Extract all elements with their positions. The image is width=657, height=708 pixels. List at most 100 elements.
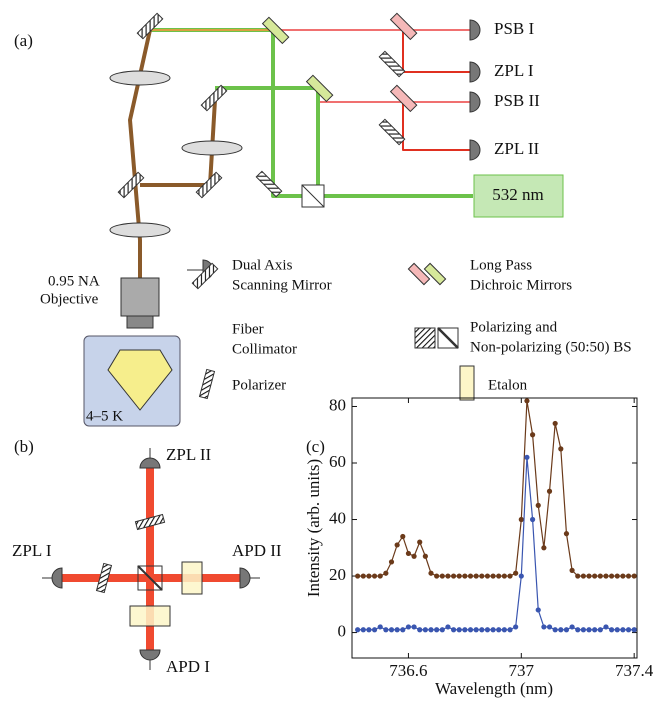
data-point xyxy=(394,542,400,548)
output-label: ZPL I xyxy=(494,61,534,80)
detector-label: ZPL II xyxy=(166,445,212,464)
data-point xyxy=(388,627,395,633)
data-point xyxy=(462,573,468,579)
y-tick-label: 40 xyxy=(329,508,346,527)
detector-label: APD II xyxy=(232,541,282,560)
x-axis-label: Wavelength (nm) xyxy=(435,679,553,698)
data-point xyxy=(614,627,620,633)
legend-text: Polarizer xyxy=(232,377,286,393)
output-label: PSB I xyxy=(494,19,534,38)
data-point xyxy=(513,624,519,630)
data-point xyxy=(496,627,502,633)
data-point xyxy=(355,573,361,579)
interferometer xyxy=(42,448,260,670)
data-point xyxy=(473,627,479,633)
data-point xyxy=(366,627,372,633)
data-point xyxy=(422,627,428,633)
x-tick-label: 737 xyxy=(509,661,535,680)
data-point xyxy=(575,573,581,579)
plot: 736.6 737 737.4 0 20 40 60 80 xyxy=(329,395,654,680)
data-point xyxy=(383,627,389,633)
data-point xyxy=(394,627,400,633)
data-point xyxy=(400,627,406,633)
data-point xyxy=(552,420,558,427)
data-point xyxy=(625,573,632,579)
legend-text: Etalon xyxy=(488,377,528,393)
data-point xyxy=(620,573,626,579)
data-point xyxy=(405,624,412,630)
data-point xyxy=(450,627,457,633)
y-tick-label: 20 xyxy=(329,565,346,584)
data-point xyxy=(360,573,366,579)
data-point xyxy=(456,627,462,633)
data-point xyxy=(377,573,383,579)
data-point xyxy=(428,570,434,576)
panel-label: (b) xyxy=(14,437,34,456)
data-point xyxy=(518,573,524,579)
data-point xyxy=(631,573,637,579)
temperature-label: 4–5 K xyxy=(86,408,123,424)
data-point xyxy=(473,573,479,579)
data-point xyxy=(535,502,541,508)
y-tick-label: 80 xyxy=(329,395,346,414)
legend-text: Dual Axis xyxy=(232,257,293,273)
data-point xyxy=(411,624,417,630)
data-point xyxy=(479,627,485,633)
data-point xyxy=(479,573,485,579)
data-point xyxy=(535,607,541,613)
optics xyxy=(83,12,564,427)
data-point xyxy=(541,545,547,551)
legend-text: Long Pass xyxy=(470,257,532,273)
data-point xyxy=(529,432,536,438)
data-point xyxy=(501,573,507,579)
data-point xyxy=(450,573,457,579)
data-point xyxy=(434,573,440,579)
data-point xyxy=(428,627,434,633)
data-point xyxy=(490,627,496,633)
data-point xyxy=(507,573,513,579)
output-label: PSB II xyxy=(494,91,540,110)
data-point xyxy=(620,627,626,633)
data-point xyxy=(592,627,598,633)
data-point xyxy=(467,627,474,633)
data-point xyxy=(552,627,558,633)
data-point xyxy=(456,573,462,579)
data-point xyxy=(371,573,378,579)
legend-text: Non-polarizing (50:50) BS xyxy=(470,339,632,355)
data-point xyxy=(422,553,428,559)
data-point xyxy=(417,627,423,633)
legend-text: Scanning Mirror xyxy=(232,277,332,293)
data-point xyxy=(546,488,553,494)
data-point xyxy=(411,553,417,559)
data-point xyxy=(439,627,445,633)
data-point xyxy=(484,627,491,633)
data-point xyxy=(434,627,440,633)
panel-label: (a) xyxy=(14,31,33,50)
data-point xyxy=(603,573,609,579)
data-point xyxy=(439,573,445,579)
data-point xyxy=(445,573,451,579)
data-point xyxy=(609,627,615,633)
data-point xyxy=(484,573,491,579)
data-point xyxy=(546,624,553,630)
data-point xyxy=(603,624,609,630)
data-point xyxy=(575,627,581,633)
data-point xyxy=(371,627,378,633)
x-tick-label: 736.6 xyxy=(389,661,427,680)
data-point xyxy=(501,627,507,633)
legend-text: Polarizing and xyxy=(470,319,558,335)
data-point xyxy=(467,573,474,579)
data-point xyxy=(631,627,637,633)
legend-text: Dichroic Mirrors xyxy=(470,277,572,293)
data-point xyxy=(377,624,383,630)
data-point xyxy=(507,627,513,633)
legend-text: Collimator xyxy=(232,341,297,357)
data-point xyxy=(614,573,620,579)
y-tick-label: 60 xyxy=(329,452,346,471)
data-point xyxy=(597,573,603,579)
data-point xyxy=(597,627,603,633)
data-point xyxy=(541,624,547,630)
data-point xyxy=(580,573,586,579)
data-point xyxy=(625,627,632,633)
data-point xyxy=(558,446,564,452)
